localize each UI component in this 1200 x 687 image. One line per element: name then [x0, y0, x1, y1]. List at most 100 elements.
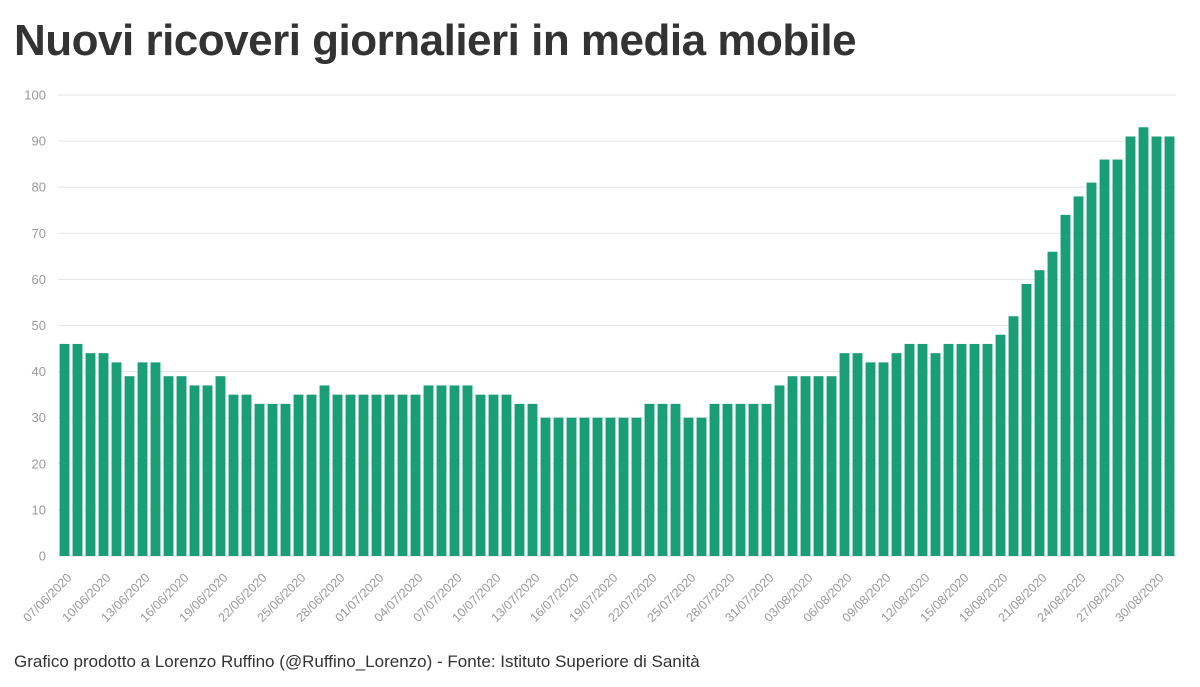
bar[interactable]: 20/08/2020: 59: [1021, 284, 1032, 556]
bar[interactable]: 25/06/2020: 35: [293, 394, 304, 556]
bar[interactable]: 12/06/2020: 39: [124, 376, 135, 556]
bar[interactable]: 27/06/2020: 37: [319, 385, 330, 556]
bar[interactable]: 07/07/2020: 37: [449, 385, 460, 556]
bar[interactable]: 04/07/2020: 35: [410, 394, 421, 556]
y-tick-label: 50: [32, 318, 46, 333]
bar[interactable]: undefined: 91: [1164, 136, 1175, 557]
bar[interactable]: 24/06/2020: 33: [280, 403, 291, 556]
bar[interactable]: 08/06/2020: 46: [72, 343, 83, 556]
bars: 07/06/2020: 4608/06/2020: 4609/06/2020: …: [59, 127, 1175, 557]
bar[interactable]: 12/08/2020: 46: [917, 343, 928, 556]
bar[interactable]: 31/07/2020: 33: [761, 403, 772, 556]
bar[interactable]: 16/08/2020: 46: [969, 343, 980, 556]
bar[interactable]: 27/08/2020: 86: [1112, 159, 1123, 557]
bar[interactable]: 10/06/2020: 44: [98, 353, 109, 556]
y-tick-label: 20: [32, 456, 46, 471]
y-tick-label: 70: [32, 226, 46, 241]
bar[interactable]: 20/07/2020: 30: [618, 417, 629, 556]
bar[interactable]: 14/08/2020: 46: [943, 343, 954, 556]
bar[interactable]: 22/07/2020: 33: [644, 403, 655, 556]
bar[interactable]: 13/06/2020: 42: [137, 362, 148, 556]
bar[interactable]: 02/07/2020: 35: [384, 394, 395, 556]
bar[interactable]: 22/08/2020: 66: [1047, 251, 1058, 557]
bar[interactable]: 07/06/2020: 46: [59, 343, 70, 556]
y-tick-label: 40: [32, 364, 46, 379]
bar[interactable]: 10/07/2020: 35: [488, 394, 499, 556]
bar[interactable]: 17/08/2020: 46: [982, 343, 993, 556]
chart-title: Nuovi ricoveri giornalieri in media mobi…: [14, 16, 857, 65]
bar[interactable]: 15/07/2020: 30: [553, 417, 564, 556]
bar[interactable]: 30/08/2020: 91: [1151, 136, 1162, 557]
bar[interactable]: 29/07/2020: 33: [735, 403, 746, 556]
bar[interactable]: 28/06/2020: 35: [332, 394, 343, 556]
y-tick-label: 100: [24, 88, 46, 103]
bar[interactable]: 28/07/2020: 33: [722, 403, 733, 556]
bar[interactable]: 29/06/2020: 35: [345, 394, 356, 556]
bar[interactable]: 18/07/2020: 30: [592, 417, 603, 556]
bar[interactable]: 25/08/2020: 81: [1086, 182, 1097, 556]
bar[interactable]: 09/06/2020: 44: [85, 353, 96, 556]
bar[interactable]: 10/08/2020: 44: [891, 353, 902, 556]
bar[interactable]: 19/08/2020: 52: [1008, 316, 1019, 556]
bar[interactable]: 29/08/2020: 93: [1138, 127, 1149, 557]
bar[interactable]: 01/07/2020: 35: [371, 394, 382, 556]
y-tick-label: 0: [39, 549, 46, 564]
bar[interactable]: 07/08/2020: 44: [852, 353, 863, 556]
bar[interactable]: 17/07/2020: 30: [579, 417, 590, 556]
bar[interactable]: 11/07/2020: 35: [501, 394, 512, 556]
bar[interactable]: 05/08/2020: 39: [826, 376, 837, 556]
bar[interactable]: 26/06/2020: 35: [306, 394, 317, 556]
bar[interactable]: 22/06/2020: 33: [254, 403, 265, 556]
bar[interactable]: 30/06/2020: 35: [358, 394, 369, 556]
bar[interactable]: 08/08/2020: 42: [865, 362, 876, 556]
bar[interactable]: 17/06/2020: 37: [189, 385, 200, 556]
bar[interactable]: 18/08/2020: 48: [995, 334, 1006, 556]
bar[interactable]: 02/08/2020: 39: [787, 376, 798, 556]
bar[interactable]: 26/08/2020: 86: [1099, 159, 1110, 557]
bar[interactable]: 01/08/2020: 37: [774, 385, 785, 556]
bar[interactable]: 26/07/2020: 30: [696, 417, 707, 556]
bar[interactable]: 14/06/2020: 42: [150, 362, 161, 556]
bar[interactable]: 04/08/2020: 39: [813, 376, 824, 556]
bar[interactable]: 23/07/2020: 33: [657, 403, 668, 556]
bar[interactable]: 06/07/2020: 37: [436, 385, 447, 556]
bar[interactable]: 27/07/2020: 33: [709, 403, 720, 556]
bar[interactable]: 09/08/2020: 42: [878, 362, 889, 556]
bar[interactable]: 16/07/2020: 30: [566, 417, 577, 556]
bar[interactable]: 24/08/2020: 78: [1073, 196, 1084, 557]
bar[interactable]: 28/08/2020: 91: [1125, 136, 1136, 557]
y-axis: 0 10 20 30 40 50 60 70 80 90 100: [24, 88, 46, 564]
y-tick-label: 60: [32, 272, 46, 287]
bar[interactable]: 19/06/2020: 39: [215, 376, 226, 556]
bar[interactable]: 06/08/2020: 44: [839, 353, 850, 556]
bar[interactable]: 13/07/2020: 33: [527, 403, 538, 556]
bar[interactable]: 23/06/2020: 33: [267, 403, 278, 556]
bar[interactable]: 25/07/2020: 30: [683, 417, 694, 556]
bar[interactable]: 14/07/2020: 30: [540, 417, 551, 556]
bar[interactable]: 03/08/2020: 39: [800, 376, 811, 556]
bar[interactable]: 30/07/2020: 33: [748, 403, 759, 556]
bar[interactable]: 24/07/2020: 33: [670, 403, 681, 556]
bar[interactable]: 09/07/2020: 35: [475, 394, 486, 556]
bar[interactable]: 12/07/2020: 33: [514, 403, 525, 556]
bar[interactable]: 21/06/2020: 35: [241, 394, 252, 556]
bar[interactable]: 15/06/2020: 39: [163, 376, 174, 556]
bar[interactable]: 21/08/2020: 62: [1034, 270, 1045, 556]
bar[interactable]: 11/06/2020: 42: [111, 362, 122, 556]
bar[interactable]: 20/06/2020: 35: [228, 394, 239, 556]
bar[interactable]: 13/08/2020: 44: [930, 353, 941, 556]
gridlines: [58, 94, 1176, 557]
bar[interactable]: 21/07/2020: 30: [631, 417, 642, 556]
bar[interactable]: 23/08/2020: 74: [1060, 214, 1071, 557]
bar[interactable]: 18/06/2020: 37: [202, 385, 213, 556]
bar[interactable]: 11/08/2020: 46: [904, 343, 915, 556]
bar[interactable]: 15/08/2020: 46: [956, 343, 967, 556]
bar[interactable]: 05/07/2020: 37: [423, 385, 434, 556]
y-tick-label: 30: [32, 410, 46, 425]
bar[interactable]: 08/07/2020: 37: [462, 385, 473, 556]
y-tick-label: 80: [32, 180, 46, 195]
bar[interactable]: 03/07/2020: 35: [397, 394, 408, 556]
bar[interactable]: 19/07/2020: 30: [605, 417, 616, 556]
bar[interactable]: 16/06/2020: 39: [176, 376, 187, 556]
